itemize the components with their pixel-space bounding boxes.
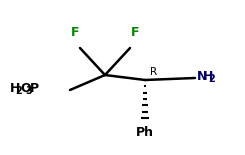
Text: 3: 3 — [25, 86, 32, 95]
Text: P: P — [30, 82, 39, 95]
Text: H: H — [203, 69, 213, 82]
Text: F: F — [71, 27, 79, 40]
Text: F: F — [131, 27, 139, 40]
Text: 2: 2 — [208, 73, 215, 84]
Text: R: R — [150, 67, 157, 77]
Text: 2: 2 — [16, 86, 22, 95]
Text: O: O — [20, 82, 31, 95]
Text: Ph: Ph — [136, 126, 154, 140]
Text: H: H — [10, 82, 20, 95]
Text: N: N — [197, 69, 207, 82]
